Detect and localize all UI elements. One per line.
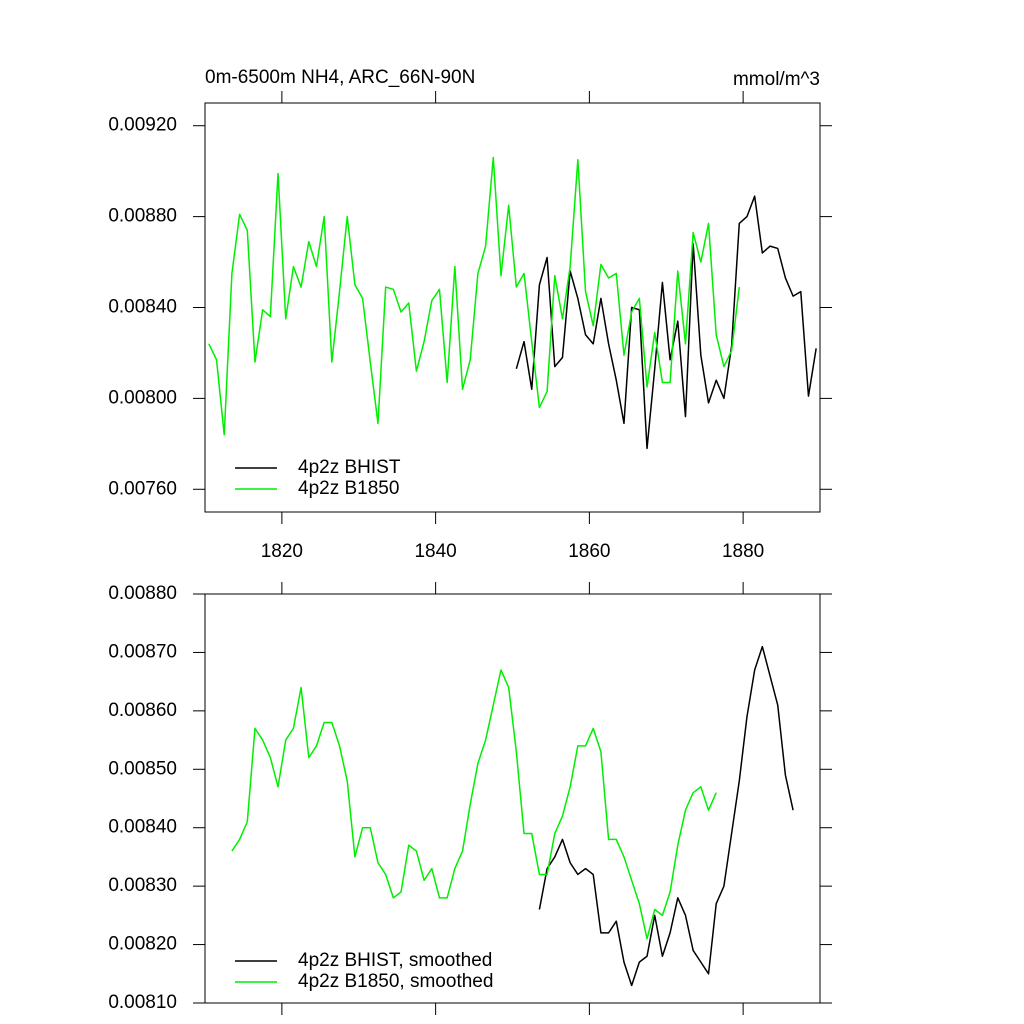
y-tick-label: 0.00880 [108,206,177,227]
y-tick-label: 0.00760 [108,478,177,499]
legend-label: 4p2z B1850 [298,478,399,499]
y-tick-label: 0.00920 [108,115,177,136]
y-tick-label: 0.00860 [108,700,177,721]
legend-label: 4p2z B1850, smoothed [298,971,493,992]
y-tick-label: 0.00870 [108,641,177,662]
y-tick-label: 0.00840 [108,297,177,318]
plot-frame [204,593,821,1004]
x-tick-label: 1840 [414,541,456,562]
x-tick-label: 1880 [722,541,764,562]
plot-frame [204,102,821,513]
data-line [208,156,741,436]
y-tick-label: 0.00820 [108,934,177,955]
data-line [231,669,717,940]
chart-title: 0m-6500m NH4, ARC_66N-90N [205,67,475,88]
y-tick-label: 0.00830 [108,875,177,896]
units-label: mmol/m^3 [733,69,820,90]
x-tick-label: 1820 [261,541,303,562]
y-tick-label: 0.00880 [108,583,177,604]
legend-label: 4p2z BHIST [298,457,401,478]
legend-label: 4p2z BHIST, smoothed [298,950,492,971]
data-line [538,645,794,987]
x-tick-label: 1860 [568,541,610,562]
y-tick-label: 0.00850 [108,758,177,779]
data-line [515,195,817,450]
y-tick-label: 0.00840 [108,817,177,838]
y-tick-label: 0.00810 [108,992,177,1013]
y-tick-label: 0.00800 [108,387,177,408]
